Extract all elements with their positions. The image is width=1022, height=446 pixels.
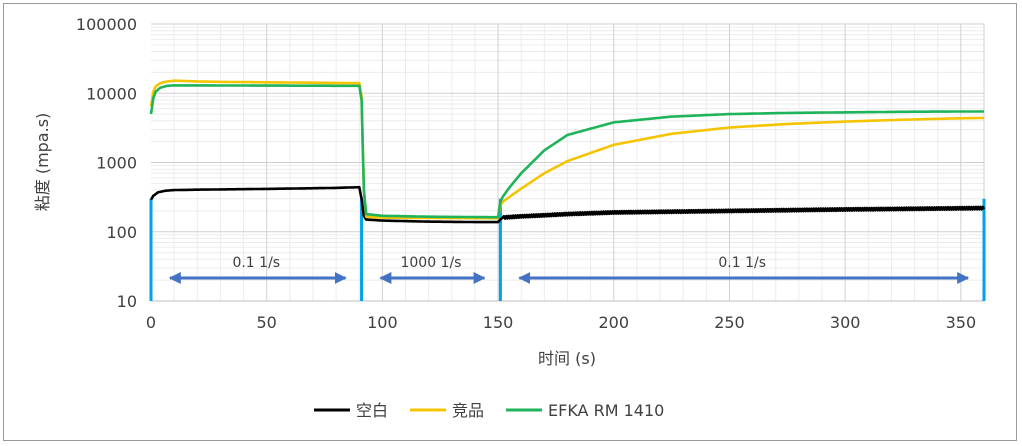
x-tick-label: 200 [599, 313, 630, 332]
y-tick-label: 10000 [86, 84, 137, 103]
legend: 空白 竞品 EFKA RM 1410 [314, 401, 664, 420]
x-tick-label: 50 [257, 313, 277, 332]
annotation-labels: 0.1 1/s 1000 1/s 0.1 1/s [232, 255, 766, 271]
x-tick-label: 100 [367, 313, 398, 332]
x-tick-label: 150 [483, 313, 514, 332]
x-tick-label: 350 [946, 313, 977, 332]
legend-label: EFKA RM 1410 [548, 401, 664, 420]
y-tick-label: 10 [117, 292, 137, 311]
annotation-label: 0.1 1/s [718, 255, 766, 271]
y-tick-label: 1000 [96, 154, 137, 173]
y-tick-label: 100 [106, 223, 137, 242]
annotation-label: 0.1 1/s [232, 255, 280, 271]
y-tick-label: 100000 [76, 15, 137, 34]
series-line-空白 [149, 185, 986, 224]
series-lines [149, 79, 986, 224]
y-axis-label: 粘度 (mpa.s) [33, 113, 52, 212]
annotation-label: 1000 1/s [400, 255, 461, 271]
x-tick-label: 300 [830, 313, 861, 332]
legend-label: 竞品 [452, 401, 484, 420]
chart-frame: 10 100 1000 10000 100000 0 50 100 150 200 250 300 3… [3, 3, 1017, 441]
x-tick-label: 250 [714, 313, 745, 332]
segment-markers [149, 198, 986, 301]
legend-label: 空白 [356, 401, 388, 420]
series-line-EFKA RM 1410 [149, 84, 985, 219]
viscosity-chart: 10 100 1000 10000 100000 0 50 100 150 200 250 300 3… [33, 15, 986, 420]
series-line-竞品 [149, 79, 985, 220]
y-tick-labels: 10 100 1000 10000 100000 [76, 15, 137, 311]
x-axis-label: 时间 (s) [538, 349, 596, 368]
x-tick-label: 0 [146, 313, 156, 332]
major-gridlines [151, 23, 985, 302]
x-tick-labels: 0 50 100 150 200 250 300 350 [146, 313, 976, 332]
